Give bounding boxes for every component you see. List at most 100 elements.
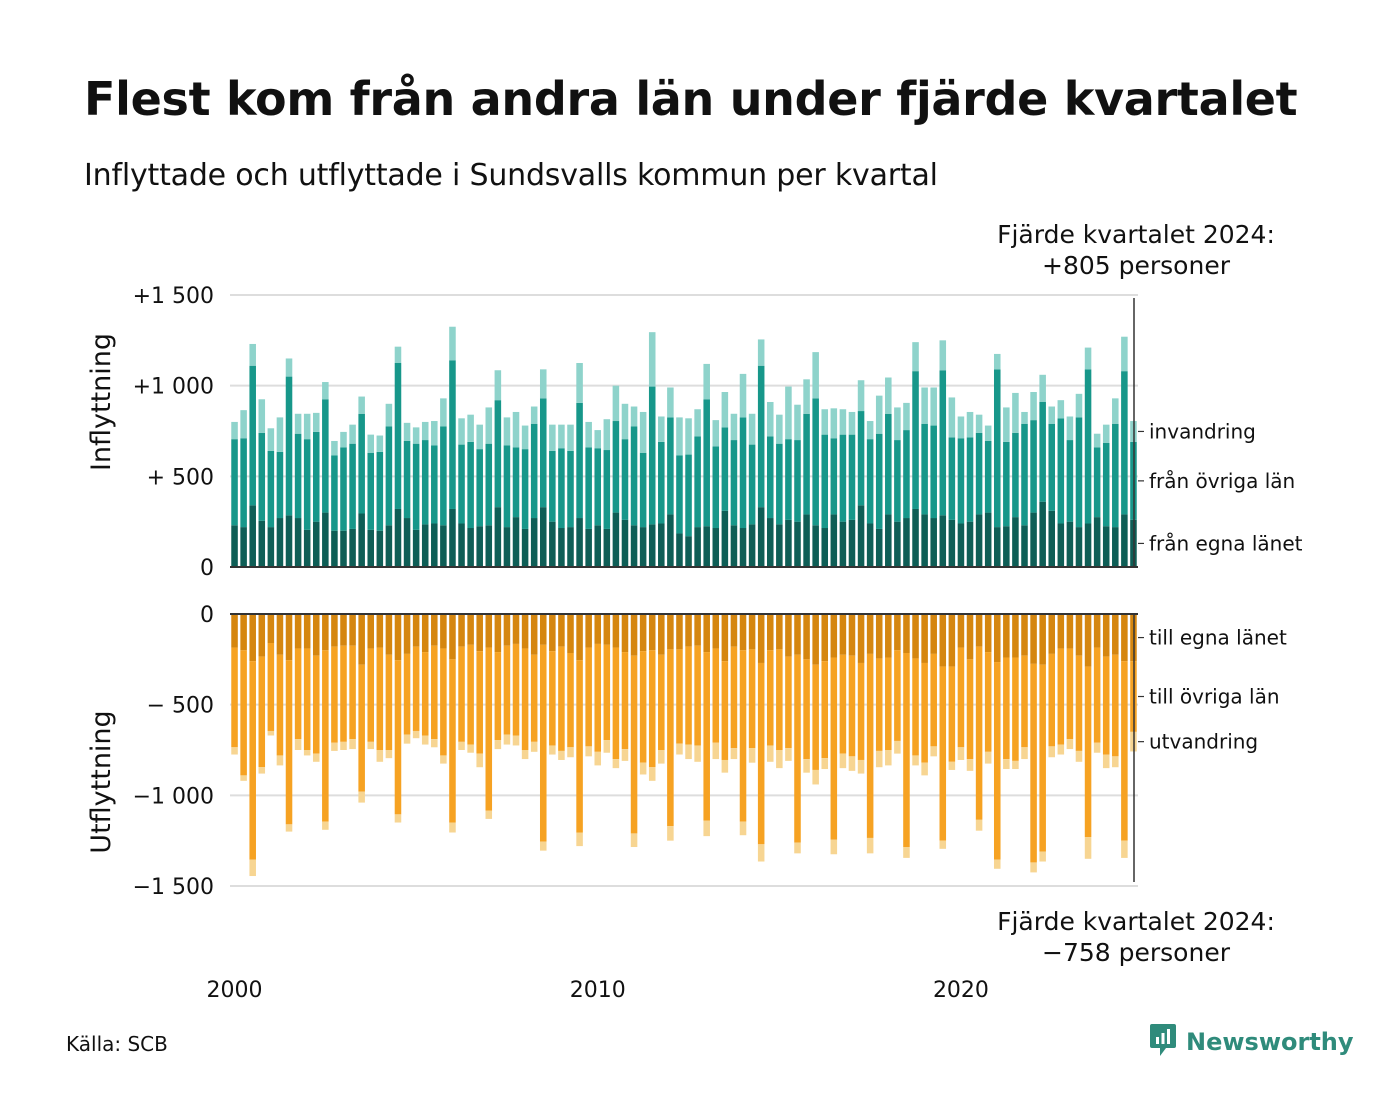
bar-outflow-segment xyxy=(294,739,302,750)
bar-outflow-segment xyxy=(349,739,356,750)
bar-inflow-segment xyxy=(585,447,592,529)
bar-outflow-segment xyxy=(376,614,384,648)
bar-outflow-segment xyxy=(421,735,429,745)
bar-outflow-segment xyxy=(685,744,692,760)
bar-outflow-segment xyxy=(549,651,556,746)
bar-outflow-segment xyxy=(957,614,965,648)
bar-outflow-segment xyxy=(830,839,838,855)
bar-outflow-segment xyxy=(1075,614,1083,656)
bar-outflow-segment xyxy=(312,655,320,754)
bar-inflow-segment xyxy=(975,414,983,433)
bar-outflow-segment xyxy=(312,753,320,762)
bar-inflow-segment xyxy=(703,363,710,400)
bar-outflow-segment xyxy=(730,614,738,647)
bar-outflow-segment xyxy=(1039,664,1046,852)
bar-inflow-segment xyxy=(512,517,520,567)
brand-logo[interactable]: Newsworthy xyxy=(1148,1024,1354,1060)
bar-inflow-segment xyxy=(403,440,411,519)
bar-outflow-segment xyxy=(340,741,347,750)
bar-outflow-segment xyxy=(848,614,856,656)
bar-inflow-segment xyxy=(467,414,474,442)
bar-outflow-segment xyxy=(394,814,402,823)
bar-outflow-segment xyxy=(431,739,438,748)
bar-inflow-segment xyxy=(1012,392,1019,433)
bar-inflow-segment xyxy=(267,450,275,528)
bar-outflow-segment xyxy=(1121,840,1128,858)
bar-outflow-segment xyxy=(621,652,629,750)
bar-inflow-segment xyxy=(1039,374,1046,402)
bar-inflow-segment xyxy=(231,439,238,526)
bar-inflow-segment xyxy=(276,451,284,519)
bar-outflow-segment xyxy=(1030,614,1037,664)
bar-outflow-segment xyxy=(939,840,947,849)
bar-outflow-segment xyxy=(739,650,747,822)
bar-inflow-segment xyxy=(249,343,256,366)
bar-inflow-segment xyxy=(1102,526,1110,567)
bar-inflow-segment xyxy=(349,424,356,444)
bar-outflow-segment xyxy=(1102,614,1110,657)
bar-outflow-segment xyxy=(785,656,792,749)
bar-inflow-segment xyxy=(558,448,565,529)
bar-inflow-segment xyxy=(812,525,819,567)
bar-inflow-segment xyxy=(312,412,320,432)
bar-inflow-segment xyxy=(1003,526,1010,567)
bar-outflow-segment xyxy=(821,758,829,770)
bar-outflow-segment xyxy=(267,643,275,731)
bar-inflow-segment xyxy=(530,518,538,567)
bar-outflow-segment xyxy=(358,791,365,803)
bar-inflow-segment xyxy=(648,386,656,525)
bar-inflow-segment xyxy=(576,518,583,567)
bar-inflow-segment xyxy=(431,445,438,524)
bar-inflow-segment xyxy=(839,409,847,435)
bar-inflow-segment xyxy=(885,413,892,515)
bar-inflow-segment xyxy=(639,411,647,453)
y-tick-label: − 500 xyxy=(147,694,214,719)
bar-outflow-segment xyxy=(376,750,384,762)
bar-outflow-segment xyxy=(857,759,865,774)
bar-inflow-segment xyxy=(549,521,556,567)
bar-inflow-segment xyxy=(866,523,874,567)
bar-outflow-segment xyxy=(603,614,611,645)
bar-inflow-segment xyxy=(694,409,701,437)
bar-inflow-segment xyxy=(512,447,520,518)
bar-outflow-segment xyxy=(594,614,602,644)
bar-inflow-segment xyxy=(794,440,801,522)
bar-outflow-segment xyxy=(1093,742,1101,753)
bar-inflow-segment xyxy=(921,423,928,515)
bar-inflow-segment xyxy=(984,425,992,441)
bar-inflow-segment xyxy=(912,371,919,509)
bar-inflow-segment xyxy=(394,508,402,567)
bar-outflow-segment xyxy=(948,614,956,667)
bar-outflow-segment xyxy=(821,614,829,662)
bar-outflow-segment xyxy=(776,649,783,750)
bar-inflow-segment xyxy=(240,410,247,439)
bar-outflow-segment xyxy=(1012,614,1019,658)
bar-inflow-segment xyxy=(449,360,456,509)
bar-inflow-segment xyxy=(1075,417,1083,528)
bar-inflow-segment xyxy=(449,508,456,567)
bar-outflow-segment xyxy=(748,614,756,650)
bar-outflow-segment xyxy=(1030,663,1037,863)
bar-outflow-segment xyxy=(921,662,928,763)
bar-outflow-segment xyxy=(394,614,402,661)
bar-outflow-segment xyxy=(249,859,256,877)
bar-outflow-segment xyxy=(585,647,592,747)
bar-inflow-segment xyxy=(421,421,429,441)
bar-outflow-segment xyxy=(903,652,910,848)
bar-inflow-segment xyxy=(766,518,774,567)
bar-outflow-segment xyxy=(966,614,974,660)
bar-outflow-segment xyxy=(1057,744,1065,755)
bar-outflow-segment xyxy=(340,645,347,742)
bar-outflow-segment xyxy=(1075,655,1083,751)
bar-inflow-segment xyxy=(966,411,974,438)
callout-outflow-line1: Fjärde kvartalet 2024: xyxy=(997,907,1275,936)
bar-inflow-segment xyxy=(812,352,819,399)
bar-outflow-segment xyxy=(912,614,919,659)
callout-latest-inflow: Fjärde kvartalet 2024: +805 personer xyxy=(976,219,1296,281)
bar-inflow-segment xyxy=(894,440,901,522)
bar-outflow-segment xyxy=(1039,851,1046,862)
bar-inflow-segment xyxy=(1012,432,1019,518)
bar-outflow-segment xyxy=(1093,647,1101,743)
bar-inflow-segment xyxy=(658,523,665,567)
bar-inflow-segment xyxy=(658,416,665,442)
